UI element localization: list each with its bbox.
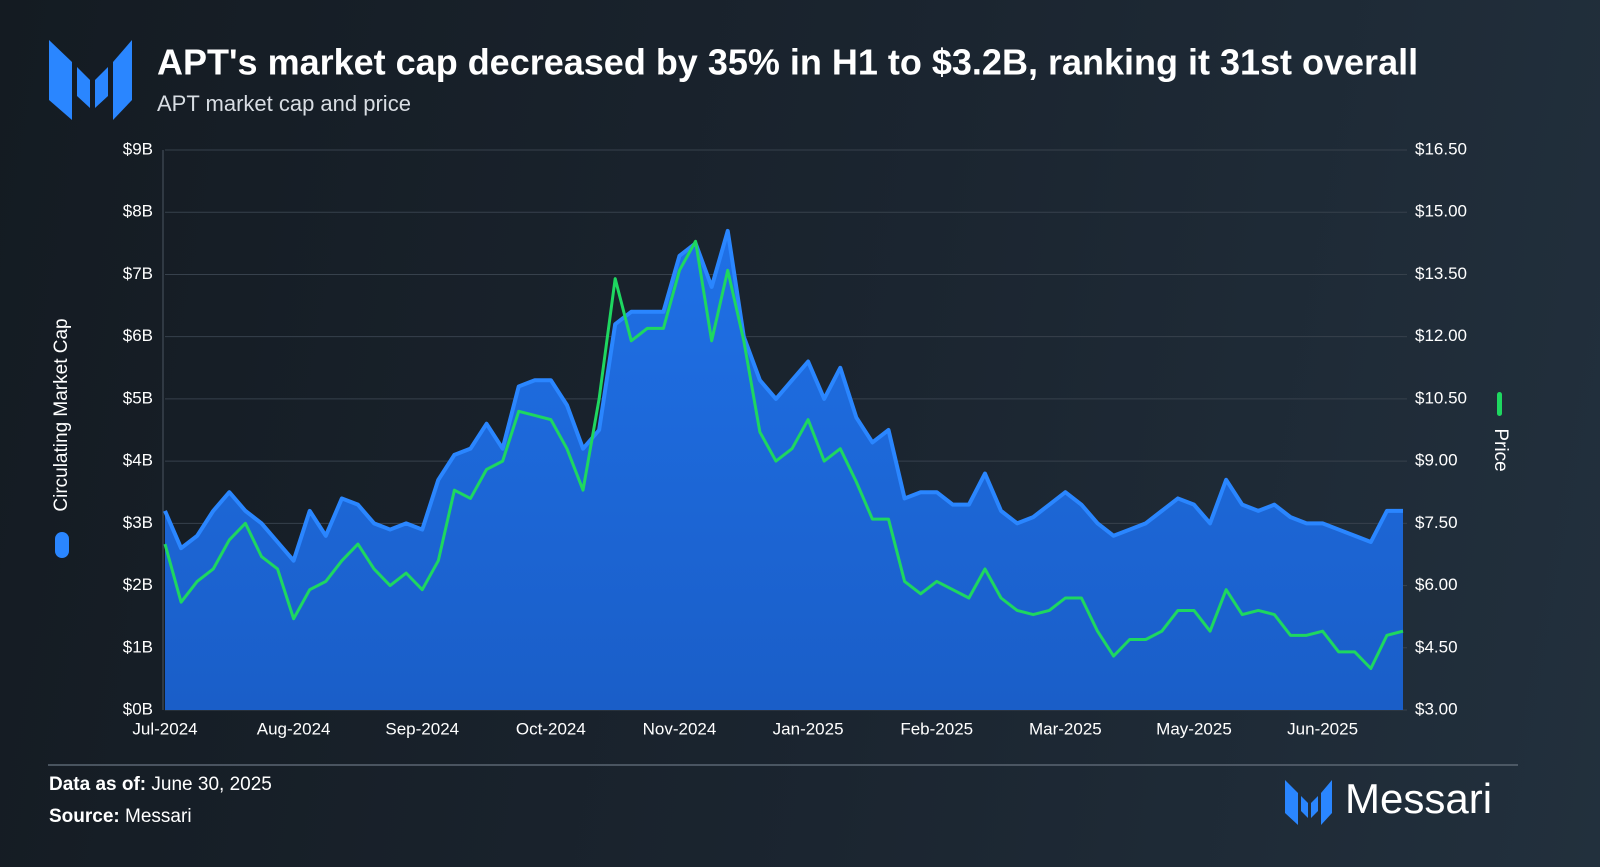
y-tick-label: $0B: [123, 699, 153, 718]
x-tick-label: Sep-2024: [385, 719, 459, 738]
x-tick-label: Jul-2024: [132, 719, 197, 738]
x-tick-label: Feb-2025: [900, 719, 973, 738]
footer-source: Source: Messari: [49, 806, 192, 828]
y-tick-label: $6B: [123, 326, 153, 345]
brand-logo: [1285, 780, 1332, 825]
y-tick-label: $3B: [123, 513, 153, 532]
legend-swatch: [1497, 392, 1502, 416]
y2-tick-label: $13.50: [1415, 264, 1467, 283]
brand-name: Messari: [1345, 775, 1492, 822]
footer-source-value: Messari: [125, 806, 192, 827]
x-tick-label: Nov-2024: [643, 719, 717, 738]
area-edge: [163, 228, 1403, 563]
y2-tick-label: $4.50: [1415, 637, 1458, 656]
y-tick-label: $5B: [123, 388, 153, 407]
y2-tick-label: $16.50: [1415, 139, 1467, 158]
y2-tick-label: $12.00: [1415, 326, 1467, 345]
legend-swatch: [55, 532, 69, 558]
y2-tick-label: $6.00: [1415, 575, 1458, 594]
x-tick-label: Jun-2025: [1287, 719, 1358, 738]
y2-tick-label: $7.50: [1415, 513, 1458, 532]
y2-tick-label: $9.00: [1415, 451, 1458, 470]
y2-tick-label: $15.00: [1415, 202, 1467, 221]
x-tick-label: Oct-2024: [516, 719, 586, 738]
y-tick-label: $2B: [123, 575, 153, 594]
y-tick-label: $8B: [123, 202, 153, 221]
y-axis-title: Circulating Market Cap: [51, 318, 72, 511]
x-tick-label: Jan-2025: [773, 719, 844, 738]
y-tick-label: $1B: [123, 637, 153, 656]
right-axis-legend: Price: [1490, 428, 1511, 471]
y2-tick-label: $3.00: [1415, 699, 1458, 718]
footer-date-value: June 30, 2025: [151, 774, 272, 795]
y2-axis-title: Price: [1490, 428, 1511, 471]
chart-subtitle: APT market cap and price: [157, 91, 411, 116]
footer-source-label: Source:: [49, 806, 120, 827]
chart-title: APT's market cap decreased by 35% in H1 …: [157, 42, 1418, 83]
line: [163, 239, 1404, 671]
y2-tick-label: $10.50: [1415, 388, 1467, 407]
plot: $0B $1B $2B $3B $4B $5B $6B $7B $8B $9B $3.00 $4.50…: [123, 139, 1467, 738]
x-tick-label: May-2025: [1156, 719, 1232, 738]
y-tick-label: $9B: [123, 139, 153, 158]
y-tick-label: $7B: [123, 264, 153, 283]
area: [165, 230, 1403, 710]
x-tick-label: Aug-2024: [257, 719, 331, 738]
left-axis-legend: Circulating Market Cap: [51, 318, 72, 511]
footer-date: Data as of: June 30, 2025: [49, 774, 272, 796]
logo: [49, 40, 132, 120]
x-tick-label: Mar-2025: [1029, 719, 1102, 738]
y-tick-label: $4B: [123, 451, 153, 470]
footer-date-label: Data as of:: [49, 774, 147, 795]
